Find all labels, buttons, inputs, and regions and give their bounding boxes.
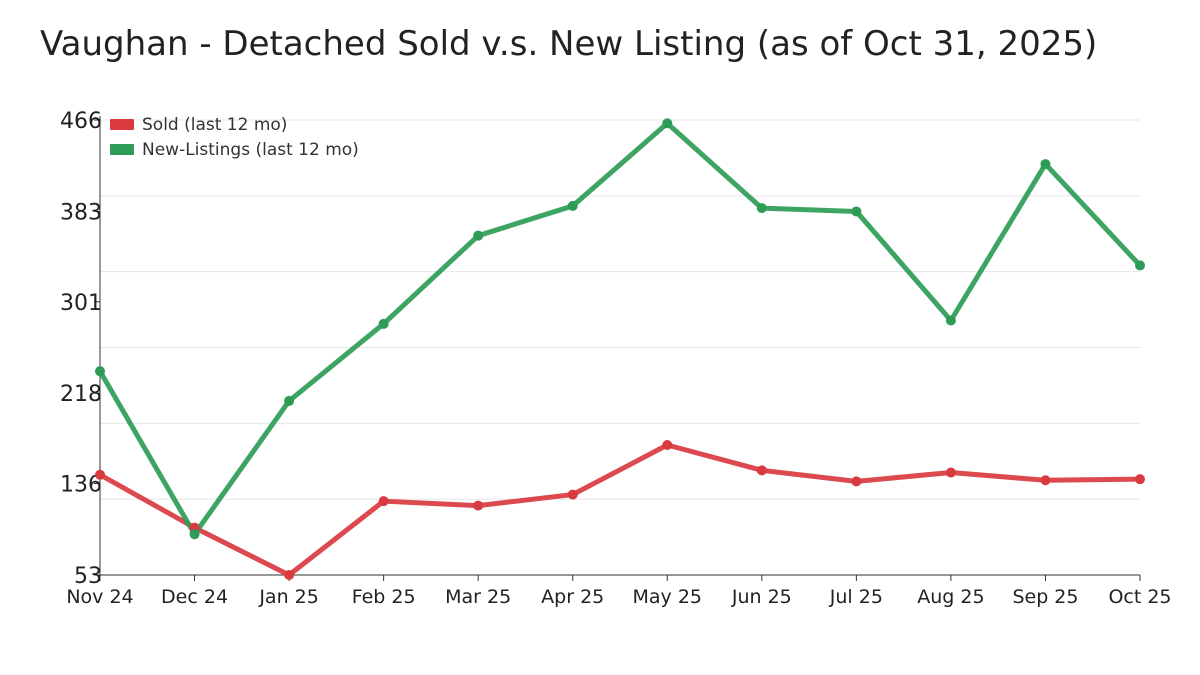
data-point[interactable] xyxy=(945,467,956,478)
x-tick-label: Jul 25 xyxy=(829,586,883,608)
data-point[interactable] xyxy=(567,200,578,211)
series-points xyxy=(95,118,1145,580)
x-tick-label: May 25 xyxy=(633,586,703,608)
series-line-0[interactable] xyxy=(97,442,1143,578)
legend-label-new-listings: New-Listings (last 12 mo) xyxy=(142,139,359,160)
x-tick-label: Jan 25 xyxy=(258,586,319,608)
y-tick-label: 136 xyxy=(60,473,102,498)
data-point[interactable] xyxy=(662,440,673,450)
data-point[interactable] xyxy=(378,318,389,329)
x-tick-label: Feb 25 xyxy=(352,586,416,608)
data-point[interactable] xyxy=(378,496,389,507)
y-tick-label: 218 xyxy=(60,382,102,407)
y-tick-label: 301 xyxy=(60,291,102,316)
data-point[interactable] xyxy=(95,366,105,377)
x-tick-label: Oct 25 xyxy=(1108,586,1171,608)
data-point[interactable] xyxy=(756,203,767,214)
data-point[interactable] xyxy=(851,476,862,487)
x-tick-labels: Nov 24 Dec 24 Jan 25 Feb 25 Mar 25 Apr 25 May … xyxy=(66,586,1171,608)
data-point[interactable] xyxy=(851,206,862,217)
y-tick-labels: 53 136 218 301 383 466 xyxy=(60,109,102,589)
x-tick-label: Apr 25 xyxy=(541,586,604,608)
gridlines xyxy=(100,119,1140,500)
x-tick-label: Sep 25 xyxy=(1012,586,1078,608)
data-point[interactable] xyxy=(756,465,767,476)
x-tick-label: Mar 25 xyxy=(445,586,511,608)
x-tick-label: Aug 25 xyxy=(917,586,984,608)
data-point[interactable] xyxy=(1040,159,1051,170)
data-point[interactable] xyxy=(1135,474,1145,485)
legend-label-sold: Sold (last 12 mo) xyxy=(142,114,288,135)
y-tick-label: 383 xyxy=(60,200,102,225)
x-tick-label: Dec 24 xyxy=(161,586,228,608)
legend-item-sold[interactable]: Sold (last 12 mo) xyxy=(110,112,359,137)
data-point[interactable] xyxy=(284,395,295,406)
chart-title: Vaughan - Detached Sold v.s. New Listing… xyxy=(40,24,1098,64)
x-tick-label: Nov 24 xyxy=(66,586,133,608)
legend: Sold (last 12 mo) New-Listings (last 12 … xyxy=(110,112,359,162)
data-point[interactable] xyxy=(662,118,673,129)
legend-swatch-sold xyxy=(110,119,134,130)
legend-item-new-listings[interactable]: New-Listings (last 12 mo) xyxy=(110,137,359,162)
data-point[interactable] xyxy=(473,230,484,241)
series-lines xyxy=(97,120,1143,578)
legend-swatch-new-listings xyxy=(110,144,134,155)
data-point[interactable] xyxy=(1040,475,1051,486)
data-point[interactable] xyxy=(567,489,578,500)
data-point[interactable] xyxy=(95,469,105,480)
data-point[interactable] xyxy=(945,315,956,326)
x-tick-label: Jun 25 xyxy=(731,586,792,608)
series-line-1[interactable] xyxy=(97,120,1143,537)
axes xyxy=(94,116,1141,581)
data-point[interactable] xyxy=(1135,260,1145,271)
y-tick-label: 466 xyxy=(60,109,102,134)
data-point[interactable] xyxy=(189,529,200,540)
y-tick-label: 53 xyxy=(74,564,102,589)
data-point[interactable] xyxy=(473,500,484,511)
data-point[interactable] xyxy=(284,570,295,580)
